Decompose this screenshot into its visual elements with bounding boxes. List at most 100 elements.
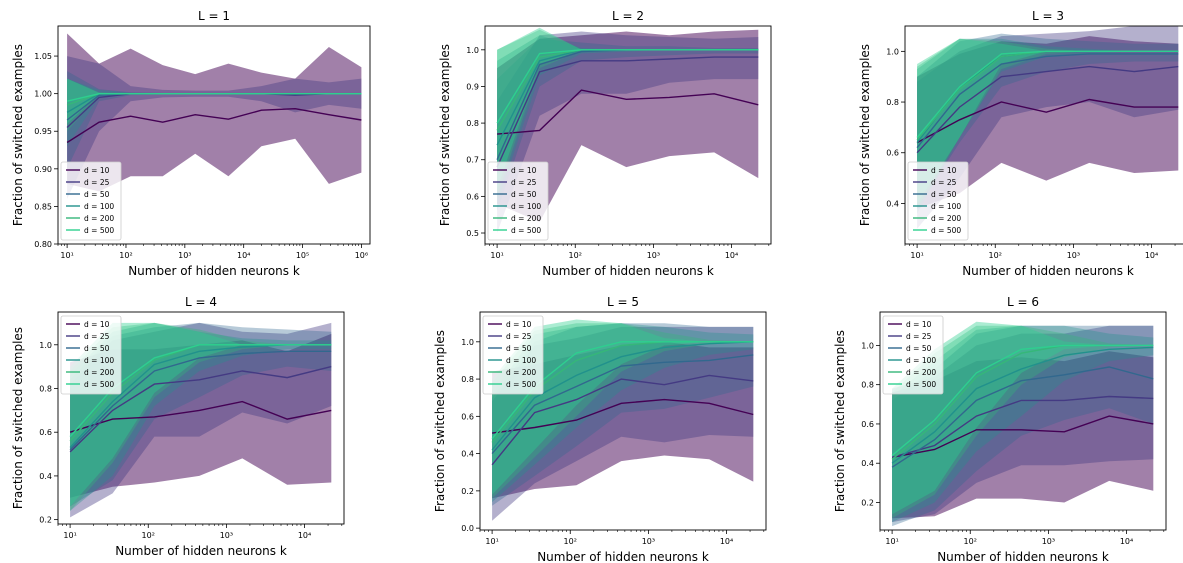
- axes-frame: [57, 25, 371, 245]
- legend: d = 10 d = 25 d = 50 d = 100 d = 200 d = 500: [487, 161, 549, 241]
- band-d50: [70, 322, 332, 507]
- legend: d = 10 d = 25 d = 50 d = 100 d = 200 d = 500: [907, 161, 969, 241]
- band-d25: [67, 56, 362, 199]
- line-d10: [66, 107, 362, 144]
- x-tick-label: 10⁶: [355, 251, 368, 260]
- y-tick-label: 0.8: [39, 384, 52, 393]
- legend-label: d = 25: [931, 178, 957, 187]
- legend-label: d = 500: [931, 226, 961, 235]
- line-d50: [491, 354, 754, 455]
- y-tick-label: 0.7: [466, 156, 479, 165]
- legend-label: d = 10: [511, 166, 537, 175]
- line-d10: [69, 400, 332, 433]
- plot-area: [916, 26, 1179, 229]
- x-axis-label: Number of hidden neurons k: [542, 264, 714, 278]
- y-tick-label: 1.0: [461, 338, 474, 347]
- band-d10: [67, 33, 362, 192]
- x-tick-label: 10⁴: [298, 531, 311, 540]
- y-tick-label: 0.8: [466, 119, 479, 128]
- line-d10: [492, 398, 754, 434]
- legend-label: d = 10: [931, 166, 957, 175]
- band-d50: [892, 325, 1154, 527]
- legend-label: d = 200: [931, 214, 961, 223]
- plot-area: [66, 33, 362, 199]
- legend-label: d = 100: [84, 356, 114, 365]
- legend-label: d = 500: [84, 380, 114, 389]
- line-d25: [891, 395, 1154, 458]
- x-axis-label: Number of hidden neurons k: [962, 264, 1134, 278]
- band-d100: [892, 325, 1154, 523]
- band-d200: [70, 322, 332, 511]
- band-d500: [70, 322, 332, 507]
- subplot-1: 0.80 0.85 0.90 0.95 1.00 1.05 10¹ 10² 10³ 10⁴ 10⁵ 1…: [11, 9, 371, 278]
- y-axis-label: Fraction of switched examples: [858, 44, 872, 226]
- y-tick-label: 0.95: [34, 127, 52, 136]
- y-tick-label: 0.9: [466, 82, 479, 91]
- legend-label: d = 100: [84, 202, 114, 211]
- x-tick-label: 10¹: [63, 531, 76, 540]
- band-d100: [70, 322, 332, 511]
- legend-label: d = 25: [84, 332, 110, 341]
- y-tick-label: 0.90: [34, 165, 52, 174]
- legend-label: d = 10: [84, 166, 110, 175]
- y-tick-label: 0.6: [886, 149, 899, 158]
- line-d25: [916, 65, 1179, 154]
- line-d50: [69, 350, 332, 451]
- subplot-5: 0.0 0.2 0.4 0.6 0.8 1.0 10¹ 10² 10³ 10⁴ L = 5 Numbe…: [433, 295, 767, 563]
- x-tick-label: 10²: [989, 251, 1002, 260]
- x-tick-label: 10⁴: [1120, 537, 1133, 546]
- band-d25: [917, 26, 1179, 229]
- x-tick-label: 10⁵: [296, 251, 309, 260]
- y-tick-label: 0.0: [461, 524, 474, 533]
- x-tick-label: 10⁴: [720, 537, 733, 546]
- x-tick-label: 10¹: [885, 537, 898, 546]
- legend-label: d = 200: [511, 214, 541, 223]
- x-tick-label: 10²: [119, 251, 132, 260]
- y-axis-label: Fraction of switched examples: [438, 44, 452, 226]
- y-tick-label: 0.8: [886, 98, 899, 107]
- x-tick-label: 10¹: [60, 251, 73, 260]
- x-tick-label: 10²: [569, 251, 582, 260]
- legend-label: d = 200: [84, 214, 114, 223]
- legend-label: d = 100: [906, 356, 936, 365]
- legend-label: d = 200: [506, 368, 536, 377]
- x-tick-label: 10³: [647, 251, 660, 260]
- y-tick-label: 0.4: [861, 459, 874, 468]
- legend: d = 10 d = 25 d = 50 d = 100 d = 200 d = 500: [882, 315, 944, 395]
- legend-label: d = 25: [906, 332, 932, 341]
- line-d25: [69, 365, 332, 453]
- subplot-title: L = 1: [198, 9, 230, 23]
- axes-frame: [57, 311, 345, 525]
- subplot-title: L = 3: [1032, 9, 1064, 23]
- band-d500: [497, 27, 759, 189]
- y-tick-label: 0.4: [39, 472, 52, 481]
- line-d500: [891, 344, 1154, 456]
- y-axis-label: Fraction of switched examples: [433, 330, 447, 512]
- plot-area: [491, 319, 754, 521]
- axes-frame: [484, 25, 772, 245]
- y-tick-label: 0.5: [466, 229, 479, 238]
- y-tick-label: 0.6: [39, 428, 52, 437]
- x-tick-label: 10³: [178, 251, 191, 260]
- x-tick-label: 10¹: [910, 251, 923, 260]
- subplot-title: L = 4: [185, 295, 217, 309]
- legend-label: d = 25: [511, 178, 537, 187]
- y-tick-label: 0.4: [461, 450, 474, 459]
- subplot-title: L = 5: [607, 295, 639, 309]
- band-d10: [917, 36, 1179, 209]
- subplot-3: 0.4 0.6 0.8 1.0 10¹ 10² 10³ 10⁴ L = 3 Number of h…: [858, 9, 1183, 278]
- legend-label: d = 100: [511, 202, 541, 211]
- x-tick-label: 10¹: [485, 537, 498, 546]
- band-d25: [497, 31, 759, 233]
- y-axis-label: Fraction of switched examples: [11, 327, 25, 509]
- band-d200: [497, 29, 759, 197]
- subplot-title: L = 6: [1007, 295, 1039, 309]
- line-d10: [497, 89, 759, 135]
- subplot-4: 0.2 0.4 0.6 0.8 1.0 10¹ 10² 10³ 10⁴ L = 4 Number o…: [11, 295, 345, 558]
- band-d500: [917, 38, 1179, 204]
- legend-label: d = 50: [931, 190, 957, 199]
- legend-label: d = 10: [84, 320, 110, 329]
- line-d500: [496, 49, 759, 124]
- legend-label: d = 50: [84, 344, 110, 353]
